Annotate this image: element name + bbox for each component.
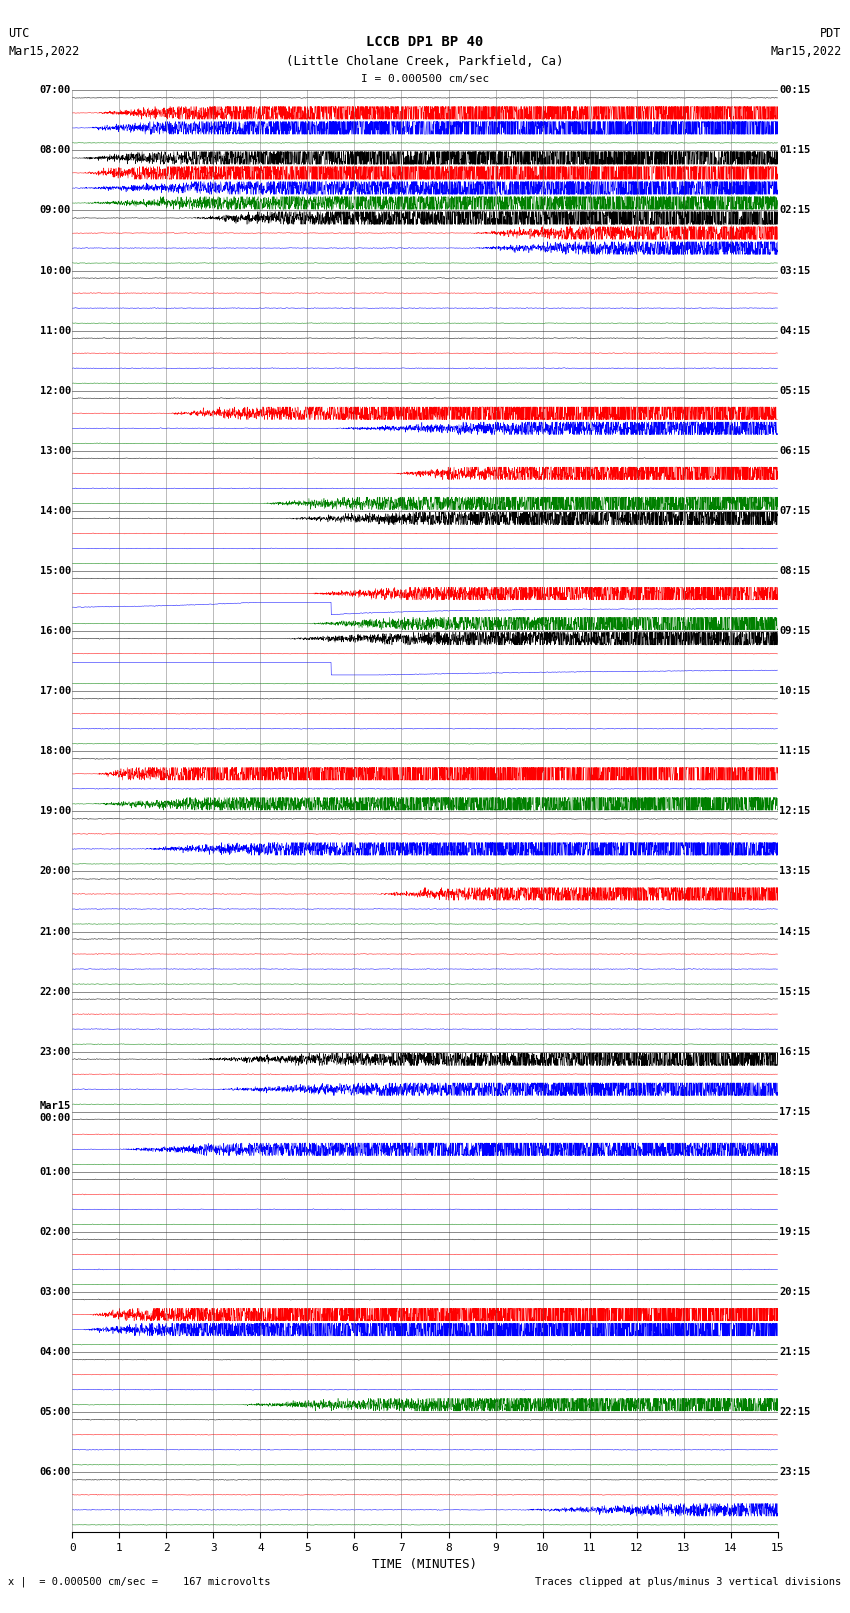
Text: 05:00: 05:00	[40, 1407, 71, 1418]
Text: 06:15: 06:15	[779, 445, 810, 456]
Text: 16:00: 16:00	[40, 626, 71, 636]
Text: Mar15,2022: Mar15,2022	[770, 45, 842, 58]
Text: 18:15: 18:15	[779, 1166, 810, 1177]
Text: 21:00: 21:00	[40, 926, 71, 937]
Text: 04:15: 04:15	[779, 326, 810, 336]
Text: 07:00: 07:00	[40, 85, 71, 95]
Text: 15:15: 15:15	[779, 987, 810, 997]
Text: 17:15: 17:15	[779, 1107, 810, 1116]
Text: 10:15: 10:15	[779, 686, 810, 697]
Text: 18:00: 18:00	[40, 747, 71, 756]
Text: 13:00: 13:00	[40, 445, 71, 456]
Text: 12:00: 12:00	[40, 386, 71, 395]
Text: 01:00: 01:00	[40, 1166, 71, 1177]
Text: LCCB DP1 BP 40: LCCB DP1 BP 40	[366, 35, 484, 50]
Text: 09:00: 09:00	[40, 205, 71, 216]
Text: 20:00: 20:00	[40, 866, 71, 876]
Text: 17:00: 17:00	[40, 686, 71, 697]
Text: 20:15: 20:15	[779, 1287, 810, 1297]
Text: 19:00: 19:00	[40, 806, 71, 816]
Text: 13:15: 13:15	[779, 866, 810, 876]
Text: 06:00: 06:00	[40, 1468, 71, 1478]
Text: Mar15
00:00: Mar15 00:00	[40, 1102, 71, 1123]
Text: 10:00: 10:00	[40, 266, 71, 276]
Text: 23:00: 23:00	[40, 1047, 71, 1057]
Text: 05:15: 05:15	[779, 386, 810, 395]
Text: x |  = 0.000500 cm/sec =    167 microvolts: x | = 0.000500 cm/sec = 167 microvolts	[8, 1576, 271, 1587]
Text: 08:15: 08:15	[779, 566, 810, 576]
Text: 08:00: 08:00	[40, 145, 71, 155]
Text: 07:15: 07:15	[779, 506, 810, 516]
Text: 21:15: 21:15	[779, 1347, 810, 1357]
Text: 14:15: 14:15	[779, 926, 810, 937]
Text: 00:15: 00:15	[779, 85, 810, 95]
Text: 02:15: 02:15	[779, 205, 810, 216]
Text: 16:15: 16:15	[779, 1047, 810, 1057]
Text: 11:00: 11:00	[40, 326, 71, 336]
Text: UTC: UTC	[8, 27, 30, 40]
Text: 01:15: 01:15	[779, 145, 810, 155]
Text: 12:15: 12:15	[779, 806, 810, 816]
Text: 04:00: 04:00	[40, 1347, 71, 1357]
Text: PDT: PDT	[820, 27, 842, 40]
Text: 23:15: 23:15	[779, 1468, 810, 1478]
Text: Traces clipped at plus/minus 3 vertical divisions: Traces clipped at plus/minus 3 vertical …	[536, 1578, 842, 1587]
Text: 22:15: 22:15	[779, 1407, 810, 1418]
Text: (Little Cholane Creek, Parkfield, Ca): (Little Cholane Creek, Parkfield, Ca)	[286, 55, 564, 68]
Text: 15:00: 15:00	[40, 566, 71, 576]
Text: 03:00: 03:00	[40, 1287, 71, 1297]
Text: I = 0.000500 cm/sec: I = 0.000500 cm/sec	[361, 74, 489, 84]
Text: 14:00: 14:00	[40, 506, 71, 516]
Text: 09:15: 09:15	[779, 626, 810, 636]
Text: Mar15,2022: Mar15,2022	[8, 45, 80, 58]
Text: 02:00: 02:00	[40, 1227, 71, 1237]
X-axis label: TIME (MINUTES): TIME (MINUTES)	[372, 1558, 478, 1571]
Text: 03:15: 03:15	[779, 266, 810, 276]
Text: 22:00: 22:00	[40, 987, 71, 997]
Text: 11:15: 11:15	[779, 747, 810, 756]
Text: 19:15: 19:15	[779, 1227, 810, 1237]
